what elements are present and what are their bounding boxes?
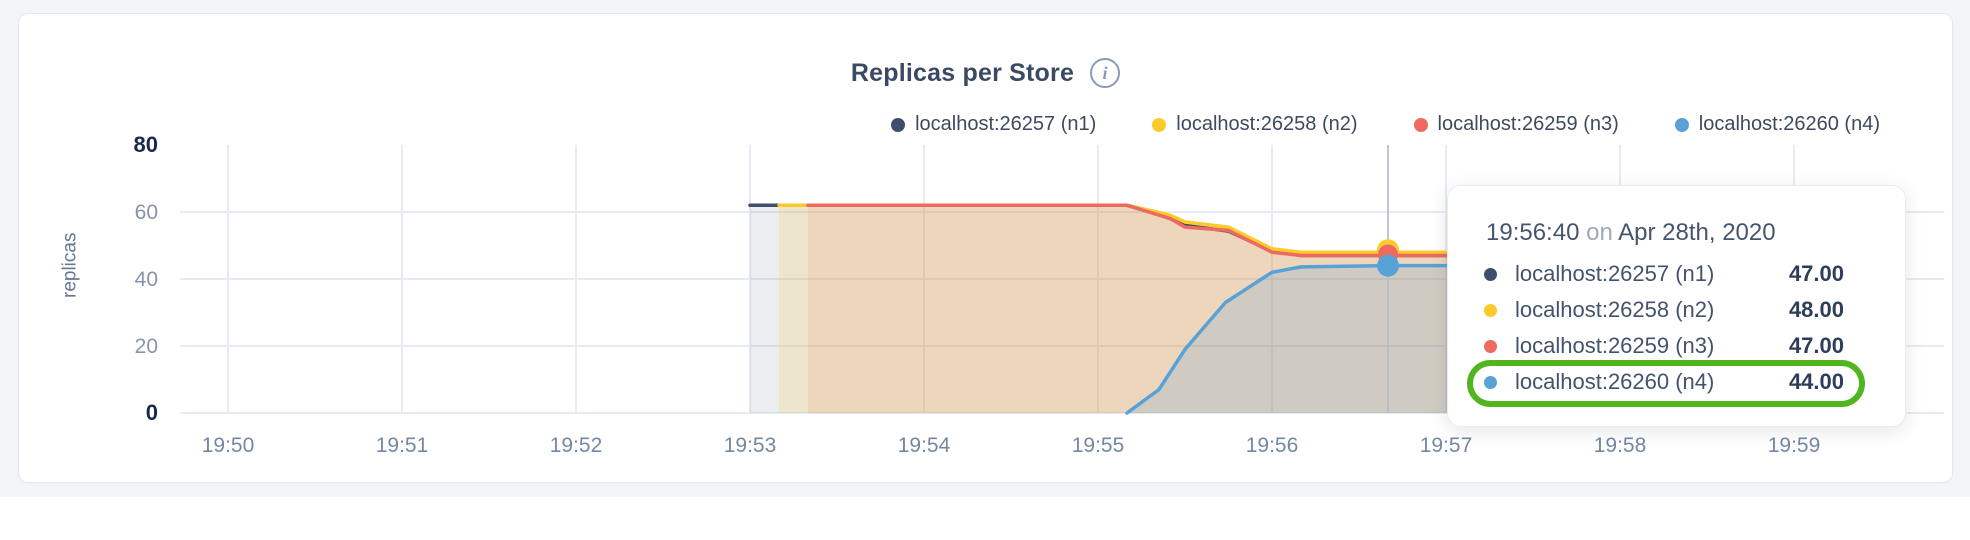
legend-item-n2[interactable]: localhost:26258 (n2) bbox=[1152, 113, 1358, 136]
tooltip-value-n2: 48.00 bbox=[1788, 297, 1844, 322]
tooltip-conjunction: on bbox=[1586, 219, 1613, 246]
tooltip-row-n2: localhost:26258 (n2) 48.00 bbox=[1448, 292, 1905, 328]
x-tick-label: 19:50 bbox=[202, 434, 255, 457]
tooltip-value-n3: 47.00 bbox=[1788, 333, 1844, 358]
legend-item-n1[interactable]: localhost:26257 (n1) bbox=[891, 113, 1096, 136]
tooltip-rows: localhost:26257 (n1) 47.00 localhost:262… bbox=[1448, 256, 1905, 400]
tooltip-value-n1: 47.00 bbox=[1788, 261, 1844, 286]
series-area-2 bbox=[779, 205, 1461, 413]
y-tick-label: 40 bbox=[135, 268, 158, 291]
legend-dot-n4 bbox=[1674, 117, 1689, 132]
tooltip-dot-n4 bbox=[1484, 375, 1497, 389]
y-tick-label: 60 bbox=[135, 201, 158, 224]
tooltip-value-n4: 44.00 bbox=[1788, 369, 1844, 394]
legend-label-n4: localhost:26260 (n4) bbox=[1698, 113, 1880, 135]
series-area-1 bbox=[750, 205, 1461, 413]
series-line-3 bbox=[806, 203, 1463, 258]
x-tick-label: 19:55 bbox=[1072, 434, 1125, 457]
x-tick-label: 19:51 bbox=[376, 434, 429, 457]
legend-item-n3[interactable]: localhost:26259 (n3) bbox=[1413, 113, 1619, 136]
tooltip-dot-n3 bbox=[1484, 339, 1497, 353]
x-tick-label: 19:58 bbox=[1594, 434, 1647, 457]
hover-dot-4 bbox=[1377, 254, 1399, 277]
tooltip-header: 19:56:40 on Apr 28th, 2020 bbox=[1486, 219, 1776, 247]
legend-label-n3: localhost:26259 (n3) bbox=[1437, 113, 1619, 135]
legend-item-n4[interactable]: localhost:26260 (n4) bbox=[1674, 113, 1880, 136]
tooltip-row-n1: localhost:26257 (n1) 47.00 bbox=[1448, 256, 1905, 292]
series-area-4 bbox=[1127, 265, 1461, 413]
y-tick-label: 0 bbox=[146, 400, 158, 425]
tooltip-dot-n2 bbox=[1484, 303, 1497, 317]
series-area-3 bbox=[808, 205, 1461, 413]
tooltip-row-n3: localhost:26259 (n3) 47.00 bbox=[1448, 328, 1905, 364]
chart-title: Replicas per Store bbox=[850, 58, 1075, 87]
series-line-4 bbox=[1125, 263, 1463, 415]
x-tick-label: 19:59 bbox=[1768, 434, 1821, 457]
chart-header: Replicas per Store i bbox=[19, 58, 1952, 88]
tooltip-row-n4: localhost:26260 (n4) 44.00 bbox=[1448, 364, 1905, 400]
tooltip-time: 19:56:40 bbox=[1486, 219, 1580, 246]
tooltip-date: Apr 28th, 2020 bbox=[1618, 219, 1776, 246]
legend-dot-n1 bbox=[891, 117, 906, 132]
legend-label-n1: localhost:26257 (n1) bbox=[915, 113, 1097, 135]
x-tick-label: 19:54 bbox=[898, 434, 951, 457]
hover-tooltip: 19:56:40 on Apr 28th, 2020 localhost:262… bbox=[1447, 185, 1906, 427]
y-tick-label: 80 bbox=[134, 132, 158, 157]
tooltip-label-n1: localhost:26257 (n1) bbox=[1515, 261, 1715, 286]
y-tick-label: 20 bbox=[135, 335, 158, 358]
x-tick-label: 19:56 bbox=[1246, 434, 1299, 457]
tooltip-dot-n1 bbox=[1484, 267, 1497, 281]
legend-dot-n3 bbox=[1413, 117, 1428, 132]
x-tick-label: 19:57 bbox=[1420, 434, 1473, 457]
legend-label-n2: localhost:26258 (n2) bbox=[1176, 113, 1358, 135]
tooltip-label-n3: localhost:26259 (n3) bbox=[1515, 333, 1715, 358]
x-tick-label: 19:53 bbox=[724, 434, 777, 457]
tooltip-label-n4: localhost:26260 (n4) bbox=[1515, 369, 1715, 394]
x-tick-label: 19:52 bbox=[550, 434, 603, 457]
info-icon[interactable]: i bbox=[1090, 58, 1121, 88]
tooltip-label-n2: localhost:26258 (n2) bbox=[1515, 297, 1715, 322]
chart-legend: localhost:26257 (n1) localhost:26258 (n2… bbox=[891, 113, 1880, 136]
legend-dot-n2 bbox=[1152, 117, 1167, 132]
